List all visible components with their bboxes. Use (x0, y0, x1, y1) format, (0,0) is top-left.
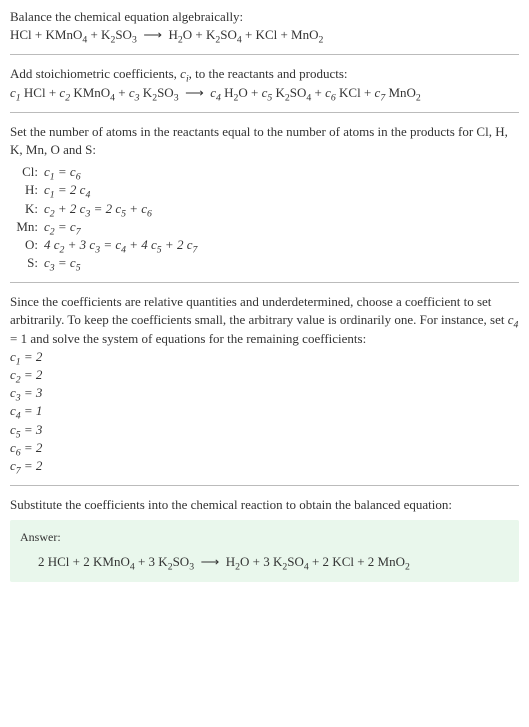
answer-label: Answer: (20, 528, 509, 547)
coefficient-line: c2 = 2 (10, 366, 519, 384)
divider (10, 54, 519, 55)
atom-label: H: (10, 181, 44, 199)
divider (10, 282, 519, 283)
atom-expression: c2 + 2 c3 = 2 c5 + c6 (44, 200, 519, 218)
divider (10, 485, 519, 486)
atom-expression: c2 = c7 (44, 218, 519, 236)
coefficient-line: c5 = 3 (10, 421, 519, 439)
coefficient-line: c6 = 2 (10, 439, 519, 457)
equation-2: c1 HCl + c2 KMnO4 + c3 K2SO3 ⟶ c4 H2O + … (10, 85, 421, 100)
coefficient-line: c4 = 1 (10, 402, 519, 420)
equation-1: HCl + KMnO4 + K2SO3 ⟶ H2O + K2SO4 + KCl … (10, 27, 323, 42)
answer-equation: 2 HCl + 2 KMnO4 + 3 K2SO3 ⟶ H2O + 3 K2SO… (20, 552, 509, 573)
atom-expression: 4 c2 + 3 c3 = c4 + 4 c5 + 2 c7 (44, 236, 519, 254)
coefficient-line: c1 = 2 (10, 348, 519, 366)
atom-equation-row: O:4 c2 + 3 c3 = c4 + 4 c5 + 2 c7 (10, 236, 519, 254)
coefficients-list: c1 = 2c2 = 2c3 = 3c4 = 1c5 = 3c6 = 2c7 =… (10, 348, 519, 475)
atom-label: Mn: (10, 218, 44, 236)
intro-5: Substitute the coefficients into the che… (10, 496, 519, 514)
atom-equation-row: Mn:c2 = c7 (10, 218, 519, 236)
atom-equation-row: K:c2 + 2 c3 = 2 c5 + c6 (10, 200, 519, 218)
intro-2: Add stoichiometric coefficients, ci, to … (10, 65, 519, 83)
coefficient-line: c7 = 2 (10, 457, 519, 475)
atom-label: O: (10, 236, 44, 254)
atom-equations-table: Cl:c1 = c6H:c1 = 2 c4K:c2 + 2 c3 = 2 c5 … (10, 163, 519, 272)
atom-equation-row: H:c1 = 2 c4 (10, 181, 519, 199)
atom-equation-row: Cl:c1 = c6 (10, 163, 519, 181)
atom-equation-row: S:c3 = c5 (10, 254, 519, 272)
divider (10, 112, 519, 113)
intro-1: Balance the chemical equation algebraica… (10, 8, 519, 26)
intro-3: Set the number of atoms in the reactants… (10, 123, 519, 159)
intro-4: Since the coefficients are relative quan… (10, 293, 519, 348)
atom-expression: c1 = 2 c4 (44, 181, 519, 199)
coefficient-line: c3 = 3 (10, 384, 519, 402)
atom-expression: c1 = c6 (44, 163, 519, 181)
atom-label: S: (10, 254, 44, 272)
atom-label: K: (10, 200, 44, 218)
atom-expression: c3 = c5 (44, 254, 519, 272)
atom-label: Cl: (10, 163, 44, 181)
answer-box: Answer: 2 HCl + 2 KMnO4 + 3 K2SO3 ⟶ H2O … (10, 520, 519, 582)
